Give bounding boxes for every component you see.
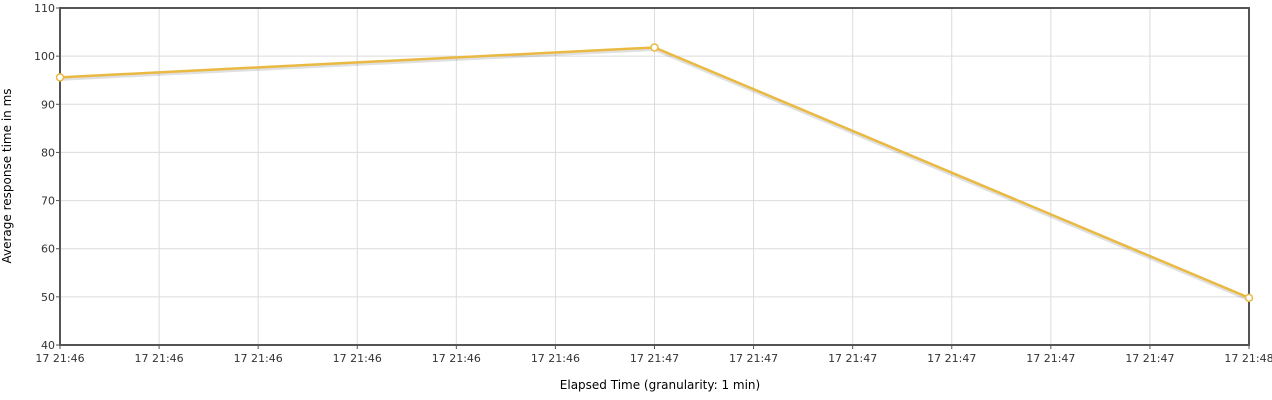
y-tick-label: 70 [41, 195, 55, 208]
y-tick-label: 60 [41, 243, 55, 256]
x-tick-label: 17 21:46 [333, 352, 382, 365]
y-tick-label: 100 [34, 50, 55, 63]
x-tick-label: 17 21:46 [531, 352, 580, 365]
y-tick-label: 40 [41, 339, 55, 352]
x-tick-label: 17 21:47 [630, 352, 679, 365]
x-tick-label: 17 21:48 [1224, 352, 1272, 365]
x-axis-title: Elapsed Time (granularity: 1 min) [560, 378, 760, 392]
y-tick-label: 90 [41, 98, 55, 111]
data-point[interactable] [1244, 293, 1254, 303]
x-tick-label: 17 21:47 [927, 352, 976, 365]
y-tick-label: 110 [34, 2, 55, 15]
x-axis-ticks: 17 21:46 17 21:46 17 21:46 17 21:46 17 21:46… [35, 345, 1272, 365]
series-group [55, 43, 1254, 303]
y-tick-label: 50 [41, 291, 55, 304]
data-point[interactable] [55, 73, 65, 82]
x-tick-label: 17 21:47 [1125, 352, 1174, 365]
y-axis-title: Average response time in ms [0, 88, 14, 263]
x-tick-label: 17 21:47 [1026, 352, 1075, 365]
x-tick-label: 17 21:46 [234, 352, 283, 365]
y-tick-label: 80 [41, 146, 55, 159]
x-tick-label: 17 21:46 [35, 352, 84, 365]
grid [59, 7, 1250, 346]
y-axis-ticks: 40 50 60 70 80 90 100 110 [34, 2, 60, 352]
x-tick-label: 17 21:46 [134, 352, 183, 365]
x-tick-label: 17 21:47 [828, 352, 877, 365]
data-point[interactable] [650, 43, 659, 52]
x-tick-label: 17 21:47 [729, 352, 778, 365]
x-tick-label: 17 21:46 [432, 352, 481, 365]
